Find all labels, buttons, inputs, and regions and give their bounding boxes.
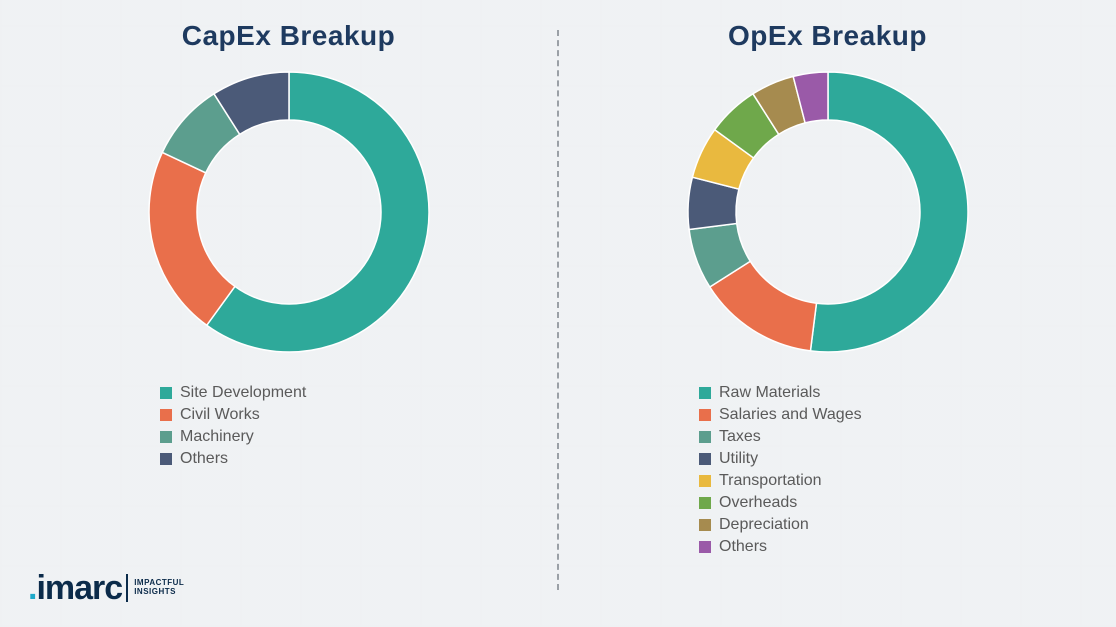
legend-item: Site Development xyxy=(160,384,306,402)
opex-donut-wrap xyxy=(678,62,978,362)
legend-item: Others xyxy=(699,538,862,556)
opex-legend: Raw Materials Salaries and Wages Taxes Util… xyxy=(699,380,862,560)
legend-item: Taxes xyxy=(699,428,862,446)
legend-item: Depreciation xyxy=(699,516,862,534)
legend-label: Machinery xyxy=(180,428,254,446)
legend-swatch xyxy=(699,519,711,531)
legend-item: Machinery xyxy=(160,428,306,446)
legend-label: Others xyxy=(719,538,767,556)
capex-title: CapEx Breakup xyxy=(182,20,395,52)
legend-swatch xyxy=(699,475,711,487)
legend-item: Transportation xyxy=(699,472,862,490)
capex-legend: Site Development Civil Works Machinery Othe… xyxy=(160,380,306,472)
legend-item: Others xyxy=(160,450,306,468)
legend-swatch xyxy=(160,453,172,465)
legend-item: Overheads xyxy=(699,494,862,512)
opex-title: OpEx Breakup xyxy=(728,20,927,52)
legend-swatch xyxy=(699,497,711,509)
logo-tag-line2: INSIGHTS xyxy=(134,587,176,596)
legend-label: Overheads xyxy=(719,494,797,512)
logo-tag-line1: IMPACTFUL xyxy=(134,578,184,587)
legend-swatch xyxy=(699,431,711,443)
legend-label: Taxes xyxy=(719,428,761,446)
logo-separator xyxy=(126,574,128,602)
donut-slice xyxy=(149,152,235,325)
chart-container: CapEx Breakup Site Development Civil Work… xyxy=(0,0,1116,627)
legend-item: Raw Materials xyxy=(699,384,862,402)
legend-label: Salaries and Wages xyxy=(719,406,862,424)
logo-mark: .imarc xyxy=(28,571,122,605)
legend-swatch xyxy=(160,387,172,399)
legend-label: Civil Works xyxy=(180,406,260,424)
donut-slice xyxy=(810,72,968,352)
legend-label: Transportation xyxy=(719,472,822,490)
legend-label: Raw Materials xyxy=(719,384,820,402)
legend-swatch xyxy=(699,409,711,421)
panel-divider xyxy=(557,30,559,590)
legend-label: Others xyxy=(180,450,228,468)
opex-panel: OpEx Breakup Raw Materials Salaries and W… xyxy=(569,20,1086,607)
legend-label: Depreciation xyxy=(719,516,809,534)
legend-item: Salaries and Wages xyxy=(699,406,862,424)
legend-swatch xyxy=(699,541,711,553)
legend-swatch xyxy=(160,409,172,421)
capex-panel: CapEx Breakup Site Development Civil Work… xyxy=(30,20,547,607)
logo-text: imarc xyxy=(36,569,122,607)
legend-swatch xyxy=(699,453,711,465)
logo-tagline: IMPACTFUL INSIGHTS xyxy=(134,579,184,597)
legend-item: Civil Works xyxy=(160,406,306,424)
legend-label: Utility xyxy=(719,450,758,468)
legend-swatch xyxy=(160,431,172,443)
legend-label: Site Development xyxy=(180,384,306,402)
capex-donut xyxy=(139,62,439,362)
capex-donut-wrap xyxy=(139,62,439,362)
opex-donut xyxy=(678,62,978,362)
legend-swatch xyxy=(699,387,711,399)
brand-logo: .imarc IMPACTFUL INSIGHTS xyxy=(28,571,184,605)
legend-item: Utility xyxy=(699,450,862,468)
